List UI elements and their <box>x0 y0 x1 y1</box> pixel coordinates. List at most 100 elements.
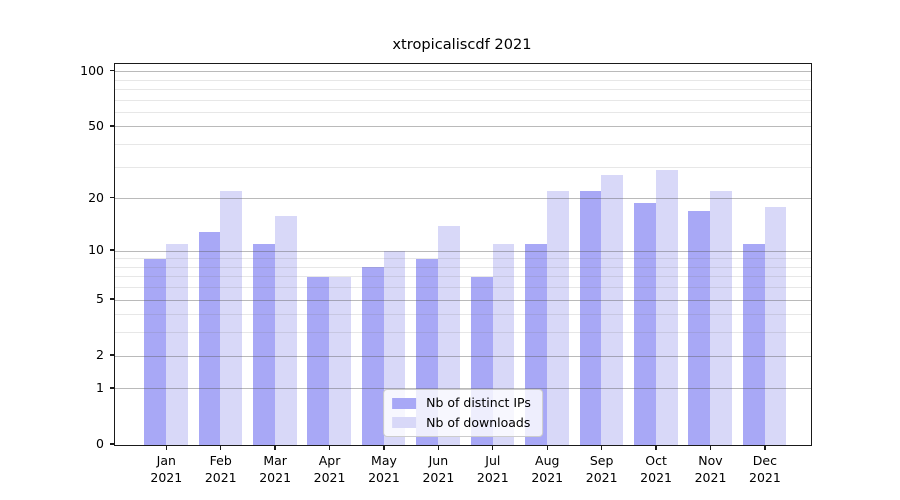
bar-downloads <box>220 191 243 445</box>
x-tick-mark <box>601 445 603 450</box>
x-tick-year: 2021 <box>150 470 183 485</box>
x-tick-label: Jan 2021 <box>131 452 201 486</box>
x-tick-label: Apr 2021 <box>295 452 365 486</box>
bar-distinct-ips <box>742 243 765 445</box>
y-tick-mark <box>109 249 114 251</box>
x-tick-label: Mar 2021 <box>240 452 310 486</box>
legend-item: Nb of downloads <box>392 414 531 430</box>
legend-swatch <box>392 417 417 429</box>
x-tick-year: 2021 <box>694 470 727 485</box>
x-tick-month: Jun <box>428 453 449 468</box>
gridline-major <box>115 198 811 200</box>
x-tick-mark <box>546 445 548 450</box>
gridline-minor <box>115 111 811 113</box>
x-tick-year: 2021 <box>368 470 400 485</box>
x-tick-year: 2021 <box>531 470 564 485</box>
bar-downloads <box>710 191 732 445</box>
x-tick-mark <box>655 445 657 450</box>
x-tick-mark <box>492 445 494 450</box>
x-tick-year: 2021 <box>204 470 237 485</box>
x-tick-month: Jul <box>485 453 501 468</box>
legend: Nb of distinct IPs Nb of downloads <box>383 389 543 437</box>
legend-label: Nb of downloads <box>426 414 531 430</box>
bar-downloads <box>546 191 569 445</box>
bar-distinct-ips <box>307 276 330 445</box>
x-tick-month: Aug <box>535 453 560 468</box>
bar-downloads <box>601 175 624 445</box>
x-tick-label: Jul 2021 <box>458 452 528 486</box>
gridline-minor <box>115 99 811 101</box>
y-tick-mark <box>109 197 114 199</box>
bar-distinct-ips <box>253 243 275 445</box>
bar-distinct-ips <box>361 267 384 445</box>
gridline-minor <box>115 79 811 81</box>
x-tick-mark <box>709 445 712 450</box>
x-tick-month: Oct <box>645 453 667 468</box>
bar-downloads <box>166 243 188 445</box>
x-tick-month: Apr <box>318 453 341 468</box>
x-tick-month: Dec <box>752 453 777 468</box>
x-tick-label: Sep 2021 <box>567 452 637 486</box>
y-tick-label: 20 <box>88 189 104 205</box>
x-tick-label: Aug 2021 <box>512 452 582 486</box>
y-tick-label: 5 <box>96 290 104 306</box>
x-tick-mark <box>328 445 331 450</box>
y-tick-label: 0 <box>96 435 104 451</box>
legend-swatch <box>392 397 417 409</box>
bar-downloads <box>329 276 352 445</box>
legend-item: Nb of distinct IPs <box>392 395 531 411</box>
y-tick-label: 10 <box>88 241 104 257</box>
x-tick-mark <box>383 445 385 450</box>
y-tick-mark <box>109 443 114 445</box>
x-tick-label: Jun 2021 <box>403 452 473 486</box>
gridline-minor <box>115 166 811 168</box>
y-tick-label: 1 <box>96 379 104 395</box>
x-tick-mark <box>220 445 222 450</box>
plot-area: Nb of distinct IPs Nb of downloads <box>114 63 812 446</box>
x-tick-month: Mar <box>263 453 287 468</box>
x-tick-month: Nov <box>698 453 723 468</box>
chart-title: xtropicaliscdf 2021 <box>392 36 532 53</box>
x-tick-year: 2021 <box>585 470 618 485</box>
gridline-minor <box>115 144 811 146</box>
x-tick-year: 2021 <box>640 470 672 485</box>
x-tick-label: Feb 2021 <box>186 452 256 486</box>
gridline-major <box>115 71 811 73</box>
bar-downloads <box>655 169 678 445</box>
gridline-major <box>115 126 811 128</box>
x-tick-mark <box>437 445 440 450</box>
y-tick-mark <box>109 69 114 72</box>
y-tick-label: 50 <box>88 117 104 133</box>
x-tick-year: 2021 <box>313 470 346 485</box>
gridline-minor <box>115 89 811 90</box>
x-tick-month: Jan <box>156 453 176 468</box>
x-tick-month: Feb <box>209 453 232 468</box>
x-tick-label: Dec 2021 <box>730 452 800 486</box>
x-tick-mark <box>764 445 766 450</box>
bar-distinct-ips <box>688 211 711 445</box>
bar-distinct-ips <box>198 231 221 445</box>
x-tick-label: May 2021 <box>349 452 419 486</box>
x-tick-month: Sep <box>589 453 614 468</box>
bar-distinct-ips <box>579 191 602 445</box>
x-tick-label: Oct 2021 <box>621 452 691 486</box>
y-tick-mark <box>109 387 114 389</box>
legend-label: Nb of distinct IPs <box>426 395 531 411</box>
bar-downloads <box>764 206 787 445</box>
y-tick-label: 2 <box>96 346 104 362</box>
x-tick-year: 2021 <box>422 470 455 485</box>
x-tick-year: 2021 <box>749 470 781 485</box>
bar-distinct-ips <box>633 202 656 445</box>
x-tick-year: 2021 <box>476 470 509 485</box>
x-tick-mark <box>274 445 276 450</box>
y-tick-mark <box>109 125 114 127</box>
bar-distinct-ips <box>144 258 166 445</box>
x-tick-label: Nov 2021 <box>676 452 746 486</box>
bar-downloads <box>274 215 297 445</box>
y-tick-mark <box>109 354 114 356</box>
x-tick-month: May <box>371 453 397 468</box>
y-tick-mark <box>109 298 114 300</box>
x-tick-mark <box>165 445 167 450</box>
y-tick-label: 100 <box>80 62 104 78</box>
